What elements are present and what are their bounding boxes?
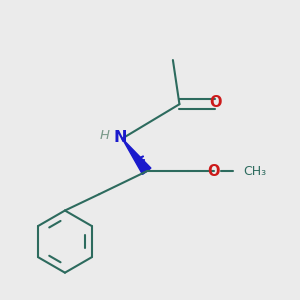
Text: N: N	[114, 130, 127, 146]
Text: O: O	[209, 95, 222, 110]
Polygon shape	[122, 139, 151, 174]
Text: H: H	[99, 129, 109, 142]
Text: O: O	[208, 164, 220, 179]
Text: CH₃: CH₃	[243, 165, 266, 178]
